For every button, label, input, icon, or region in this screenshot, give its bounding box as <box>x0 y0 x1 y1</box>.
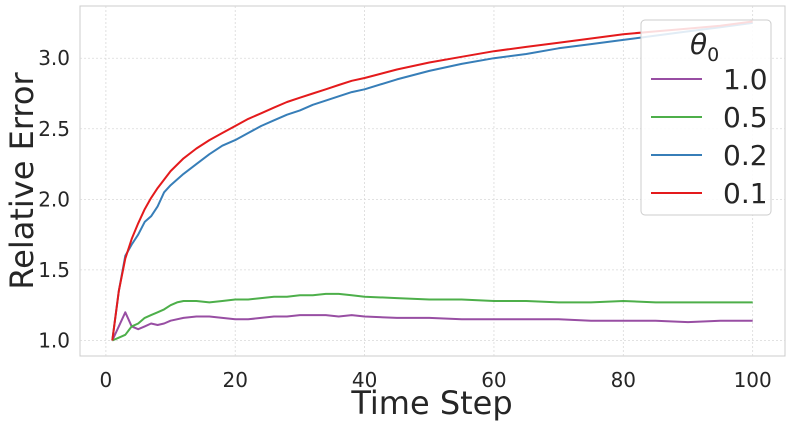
legend-label: 0.5 <box>723 101 768 134</box>
legend-title: θ0 <box>690 28 719 66</box>
x-tick-label: 60 <box>481 368 506 392</box>
x-axis-title: Time Step <box>350 384 512 422</box>
x-tick-label: 100 <box>734 368 772 392</box>
legend-label: 0.1 <box>723 177 768 210</box>
legend-title-base: θ <box>690 28 707 61</box>
x-tick-label: 20 <box>223 368 248 392</box>
y-tick-label: 2.0 <box>38 187 70 211</box>
x-axis-ticks: 0 20 40 60 80 100 <box>100 368 772 392</box>
x-tick-label: 80 <box>611 368 636 392</box>
legend-items: 1.0 0.5 0.2 0.1 <box>651 63 768 210</box>
x-tick-label: 0 <box>100 368 113 392</box>
legend-box <box>640 19 772 216</box>
series-line-0-1 <box>111 20 753 341</box>
series-line-0-5 <box>111 292 753 342</box>
y-tick-label: 1.5 <box>38 258 70 282</box>
legend-title-subscript: 0 <box>707 44 719 66</box>
series-lines <box>111 20 753 342</box>
y-tick-label: 3.0 <box>38 46 70 70</box>
legend-label: 0.2 <box>723 139 768 172</box>
y-axis-ticks: 1.0 1.5 2.0 2.5 3.0 <box>38 46 70 352</box>
grid <box>80 6 785 356</box>
y-tick-label: 1.0 <box>38 328 70 352</box>
x-tick-label: 40 <box>352 368 377 392</box>
y-axis-title: Relative Error <box>3 72 41 290</box>
series-line-0-2 <box>111 21 753 341</box>
legend-label: 1.0 <box>723 63 768 96</box>
y-tick-label: 2.5 <box>38 117 70 141</box>
legend: θ0 1.0 0.5 0.2 0.1 <box>640 19 772 216</box>
series-line-1-0 <box>111 311 753 341</box>
